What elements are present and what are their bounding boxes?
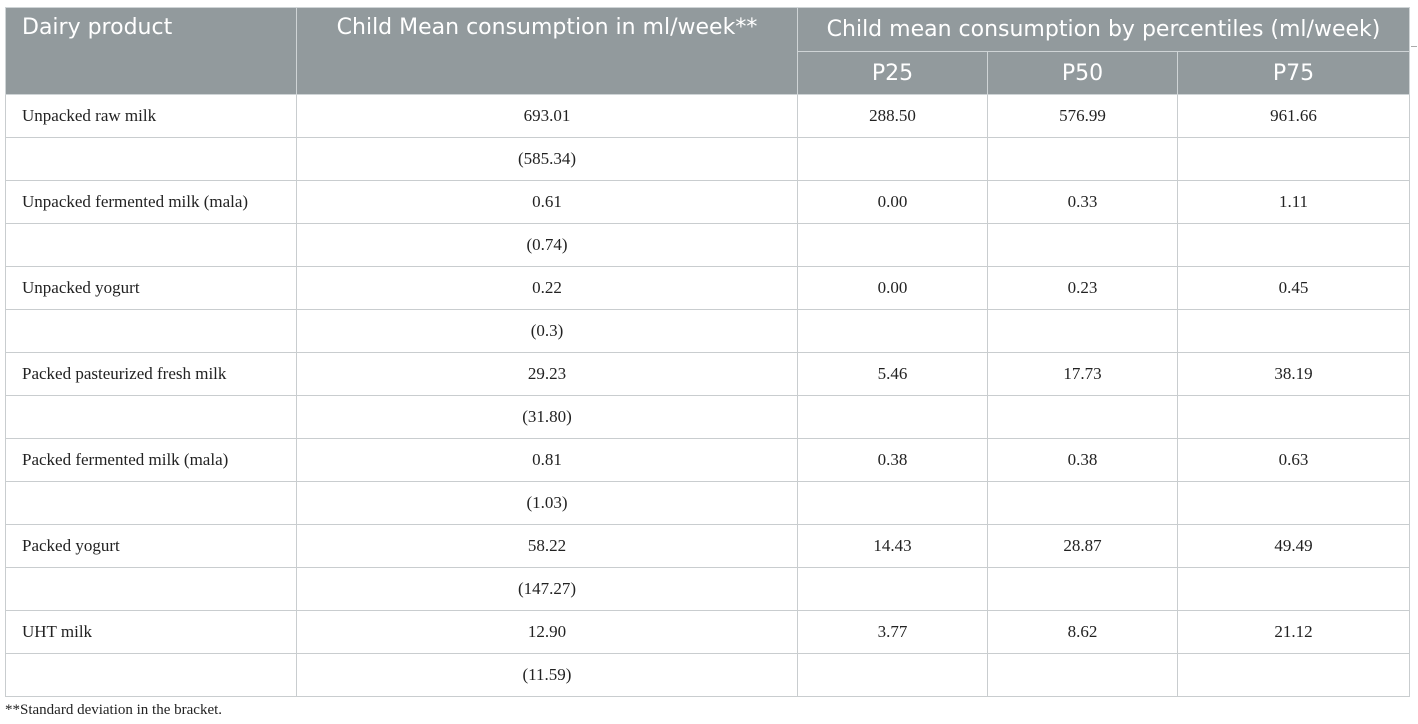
p25-value: 0.38 [797,438,988,482]
empty-cell [987,309,1178,353]
sd-value: (0.3) [296,309,798,353]
table-row-sd: (0.3) [5,309,1411,353]
sd-value: (147.27) [296,567,798,611]
p50-value: 0.23 [987,266,1178,310]
table-row: Unpacked yogurt 0.22 0.00 0.23 0.45 [5,266,1411,310]
empty-cell [5,395,297,439]
empty-cell [5,481,297,525]
table-row-sd: (147.27) [5,567,1411,611]
empty-cell [5,137,297,181]
divider [1411,46,1417,47]
empty-cell [1176,309,1411,353]
empty-cell [5,309,297,353]
mean-value: 58.22 [296,524,798,568]
empty-cell [797,653,988,697]
empty-cell [797,309,988,353]
empty-cell [797,567,988,611]
p25-value: 288.50 [797,94,988,138]
p75-value: 0.63 [1176,438,1411,482]
empty-cell [797,137,988,181]
empty-cell [987,395,1178,439]
empty-cell [5,223,297,267]
p50-value: 28.87 [987,524,1178,568]
empty-cell [1176,395,1411,439]
table-footnote: **Standard deviation in the bracket. [5,702,223,718]
product-name: Packed pasteurized fresh milk [5,352,297,396]
table-row-sd: (585.34) [5,137,1411,181]
table-row-sd: (11.59) [5,653,1411,697]
table-row: Packed yogurt 58.22 14.43 28.87 49.49 [5,524,1411,568]
empty-cell [1176,223,1411,267]
empty-cell [1176,567,1411,611]
p50-value: 0.38 [987,438,1178,482]
mean-value: 0.22 [296,266,798,310]
product-name: Unpacked raw milk [5,94,297,138]
p25-value: 5.46 [797,352,988,396]
header-percentiles: Child mean consumption by percentiles (m… [796,7,1411,52]
p25-value: 3.77 [797,610,988,654]
product-name: UHT milk [5,610,297,654]
p75-value: 49.49 [1176,524,1411,568]
empty-cell [1176,653,1411,697]
table-body: Unpacked raw milk 693.01 288.50 576.99 9… [5,94,1411,697]
table-row: Unpacked fermented milk (mala) 0.61 0.00… [5,180,1411,224]
header-p75: P75 [1176,51,1411,95]
empty-cell [5,653,297,697]
product-name: Packed fermented milk (mala) [5,438,297,482]
mean-value: 0.61 [296,180,798,224]
product-name: Unpacked yogurt [5,266,297,310]
sd-value: (31.80) [296,395,798,439]
empty-cell [797,481,988,525]
table-row: Packed pasteurized fresh milk 29.23 5.46… [5,352,1411,396]
p75-value: 21.12 [1176,610,1411,654]
empty-cell [987,481,1178,525]
empty-cell [987,653,1178,697]
mean-value: 0.81 [296,438,798,482]
consumption-table-container: Dairy product Child Mean consumption in … [5,7,1411,697]
p75-value: 38.19 [1176,352,1411,396]
mean-value: 29.23 [296,352,798,396]
mean-value: 12.90 [296,610,798,654]
consumption-table: Dairy product Child Mean consumption in … [5,7,1411,697]
empty-cell [987,137,1178,181]
p25-value: 14.43 [797,524,988,568]
sd-value: (1.03) [296,481,798,525]
product-name: Unpacked fermented milk (mala) [5,180,297,224]
table-row: Unpacked raw milk 693.01 288.50 576.99 9… [5,94,1411,138]
p25-value: 0.00 [797,266,988,310]
p75-value: 1.11 [1176,180,1411,224]
p75-value: 961.66 [1176,94,1411,138]
table-row-sd: (31.80) [5,395,1411,439]
header-p50: P50 [987,51,1178,95]
table-row: UHT milk 12.90 3.77 8.62 21.12 [5,610,1411,654]
p50-value: 0.33 [987,180,1178,224]
empty-cell [797,223,988,267]
p50-value: 576.99 [987,94,1178,138]
p75-value: 0.45 [1176,266,1411,310]
header-dairy-product: Dairy product [5,7,297,95]
sd-value: (0.74) [296,223,798,267]
product-name: Packed yogurt [5,524,297,568]
empty-cell [987,223,1178,267]
header-mean-consumption: Child Mean consumption in ml/week** [296,7,798,95]
table-row-sd: (1.03) [5,481,1411,525]
sd-value: (585.34) [296,137,798,181]
p50-value: 17.73 [987,352,1178,396]
table-row-sd: (0.74) [5,223,1411,267]
p25-value: 0.00 [797,180,988,224]
empty-cell [797,395,988,439]
header-p25: P25 [797,51,988,95]
mean-value: 693.01 [296,94,798,138]
p50-value: 8.62 [987,610,1178,654]
empty-cell [987,567,1178,611]
table-header: Dairy product Child Mean consumption in … [5,7,1411,95]
empty-cell [1176,481,1411,525]
table-row: Packed fermented milk (mala) 0.81 0.38 0… [5,438,1411,482]
empty-cell [5,567,297,611]
empty-cell [1176,137,1411,181]
sd-value: (11.59) [296,653,798,697]
